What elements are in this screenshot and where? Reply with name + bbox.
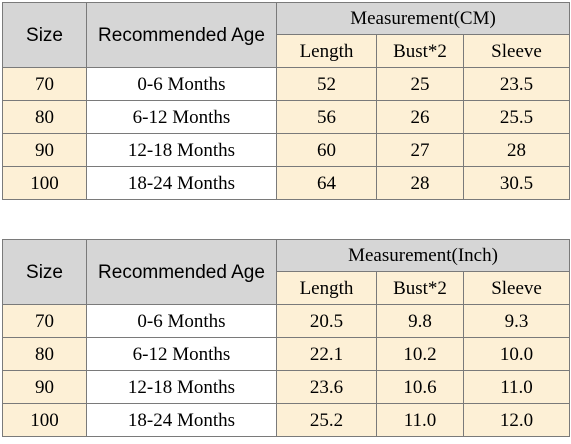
age-cell: 12-18 Months xyxy=(86,133,277,167)
bust-cell: 9.8 xyxy=(376,304,464,338)
bust-cell: 10.6 xyxy=(376,370,464,404)
length-cell: 22.1 xyxy=(276,337,377,371)
length-header: Length xyxy=(276,34,377,68)
sub-header-row: Length Bust*2 Sleeve xyxy=(3,34,571,68)
size-chart-inch-table: Size Recommended Age Measurement(Inch) L… xyxy=(2,239,571,437)
length-header: Length xyxy=(276,271,377,305)
age-cell: 6-12 Months xyxy=(86,337,277,371)
sleeve-header: Sleeve xyxy=(462,271,571,305)
length-cell: 25.2 xyxy=(276,403,377,437)
age-cell: 18-24 Months xyxy=(86,166,277,200)
size-cell: 100 xyxy=(2,403,87,437)
length-cell: 20.5 xyxy=(276,304,377,338)
header-row: Size Recommended Age Measurement(Inch) xyxy=(2,239,571,305)
table-row: 70 0-6 Months 20.5 9.8 9.3 xyxy=(2,304,571,338)
sleeve-cell: 12.0 xyxy=(462,403,571,437)
bust-cell: 11.0 xyxy=(376,403,464,437)
sleeve-cell: 10.0 xyxy=(462,337,571,371)
table-row: 90 12-18 Months 60 27 28 xyxy=(2,133,571,167)
measurement-header: Measurement(CM) xyxy=(275,2,571,35)
size-chart-cm-table: Size Recommended Age Measurement(CM) Len… xyxy=(2,2,571,200)
bust-cell: 10.2 xyxy=(376,337,464,371)
sleeve-cell: 30.5 xyxy=(462,166,571,200)
age-cell: 0-6 Months xyxy=(86,304,277,338)
size-cell: 80 xyxy=(2,100,87,134)
bust-cell: 26 xyxy=(376,100,464,134)
table-row: 80 6-12 Months 22.1 10.2 10.0 xyxy=(2,337,571,371)
size-cell: 90 xyxy=(2,133,87,167)
length-cell: 64 xyxy=(276,166,377,200)
age-cell: 6-12 Months xyxy=(86,100,277,134)
sleeve-header: Sleeve xyxy=(462,34,571,68)
length-cell: 52 xyxy=(276,67,377,101)
table-row: 100 18-24 Months 64 28 30.5 xyxy=(2,166,571,200)
size-cell: 70 xyxy=(2,67,87,101)
bust-header: Bust*2 xyxy=(376,271,464,305)
size-header: Size xyxy=(2,2,87,68)
sleeve-cell: 11.0 xyxy=(462,370,571,404)
table-row: 80 6-12 Months 56 26 25.5 xyxy=(2,100,571,134)
table-row: 70 0-6 Months 52 25 23.5 xyxy=(2,67,571,101)
table-row: 90 12-18 Months 23.6 10.6 11.0 xyxy=(2,370,571,404)
age-cell: 0-6 Months xyxy=(86,67,277,101)
bust-header: Bust*2 xyxy=(376,34,464,68)
measurement-header: Measurement(Inch) xyxy=(275,239,571,272)
size-cell: 70 xyxy=(2,304,87,338)
size-cell: 90 xyxy=(2,370,87,404)
age-cell: 18-24 Months xyxy=(86,403,277,437)
sub-header-row: Length Bust*2 Sleeve xyxy=(3,271,571,305)
age-cell: 12-18 Months xyxy=(86,370,277,404)
sleeve-cell: 9.3 xyxy=(462,304,571,338)
table-row: 100 18-24 Months 25.2 11.0 12.0 xyxy=(2,403,571,437)
bust-cell: 27 xyxy=(376,133,464,167)
sleeve-cell: 23.5 xyxy=(462,67,571,101)
sleeve-cell: 28 xyxy=(462,133,571,167)
bust-cell: 25 xyxy=(376,67,464,101)
size-header: Size xyxy=(2,239,87,305)
sleeve-cell: 25.5 xyxy=(462,100,571,134)
size-cell: 80 xyxy=(2,337,87,371)
size-cell: 100 xyxy=(2,166,87,200)
length-cell: 23.6 xyxy=(276,370,377,404)
header-row: Size Recommended Age Measurement(CM) xyxy=(2,2,571,68)
bust-cell: 28 xyxy=(376,166,464,200)
length-cell: 56 xyxy=(276,100,377,134)
length-cell: 60 xyxy=(276,133,377,167)
recommended-age-header: Recommended Age xyxy=(86,2,277,68)
recommended-age-header: Recommended Age xyxy=(86,239,277,305)
